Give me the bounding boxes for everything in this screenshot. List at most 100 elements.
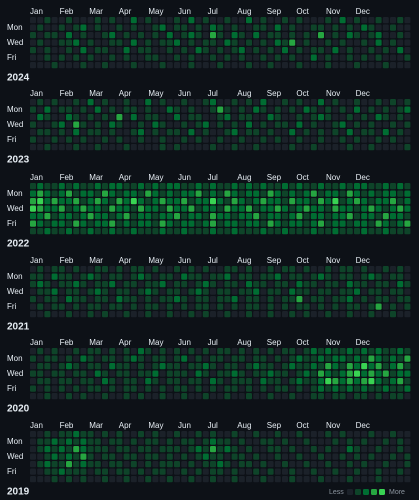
contribution-day [361,220,368,227]
contribution-day [289,311,296,318]
month-label: Apr [119,338,132,347]
contribution-day [310,47,317,54]
contribution-day [339,144,346,151]
contribution-day [303,54,310,61]
contribution-day [188,461,195,468]
contribution-day [51,136,58,143]
contribution-day [87,183,94,190]
contribution-day [404,446,411,453]
contribution-day [202,476,209,483]
contribution-day [152,183,159,190]
contribution-day [332,54,339,61]
contribution-day [310,355,317,362]
month-label: Mar [89,89,103,98]
contribution-day [174,468,180,475]
contribution-day [375,273,382,280]
contribution-day [202,370,209,377]
contribution-day [274,438,281,445]
contribution-day [303,378,310,385]
contribution-day [181,431,188,438]
contribution-day [246,190,252,197]
contribution-day [253,453,260,460]
contribution-day [375,453,382,460]
contribution-day [188,281,195,288]
contribution-day [181,453,188,460]
contribution-day [375,303,382,310]
contribution-day [130,205,137,212]
contribution-day [102,363,108,370]
contribution-day [217,121,224,128]
contribution-day [58,393,65,400]
contribution-day [51,363,58,370]
contribution-day [361,363,368,370]
contribution-day [354,54,360,61]
month-label: Jun [178,7,191,16]
contribution-day [123,311,130,318]
contribution-day [224,213,231,220]
contribution-day [397,144,404,151]
contribution-day [188,476,195,483]
contribution-day [390,461,396,468]
contribution-day [310,273,317,280]
contribution-day [325,17,332,24]
contribution-day [66,273,72,280]
contribution-day [368,303,375,310]
contribution-day [339,266,346,273]
contribution-day [94,54,101,61]
contribution-day [174,198,180,205]
contribution-day [37,468,44,475]
contribution-day [66,213,72,220]
contribution-day [397,213,404,220]
contribution-day [44,32,51,39]
month-label: Apr [119,256,132,265]
contribution-day [80,281,87,288]
contribution-day [87,213,94,220]
contribution-day [274,281,281,288]
contribution-day [44,17,51,24]
contribution-day [145,393,152,400]
contribution-day [195,266,202,273]
contribution-day [267,47,274,54]
contribution-day [181,205,188,212]
contribution-day [123,370,130,377]
contribution-day [325,288,332,295]
contribution-day [152,438,159,445]
contribution-day [58,370,65,377]
contribution-day [217,438,224,445]
contribution-day [138,370,144,377]
contribution-day [368,288,375,295]
contribution-day [253,438,260,445]
contribution-day [145,281,152,288]
contribution-day [274,476,281,483]
month-label: Oct [296,173,309,182]
contribution-day [37,370,44,377]
contribution-day [397,431,404,438]
contribution-day [44,121,51,128]
contribution-day [166,17,173,24]
contribution-day [44,62,51,69]
contribution-day [109,311,116,318]
contribution-day [80,190,87,197]
contribution-day [130,303,137,310]
contribution-day [202,213,209,220]
contribution-day [94,438,101,445]
contribution-day [145,228,152,235]
contribution-day [73,348,80,355]
contribution-day [66,183,72,190]
contribution-day [87,348,94,355]
contribution-day [159,438,166,445]
contribution-day [224,311,231,318]
contribution-day [224,39,231,46]
contribution-day [274,228,281,235]
contribution-day [58,17,65,24]
contribution-day [332,32,339,39]
year-heading: 2023 [7,155,30,166]
weekday-label: Mon [7,189,23,198]
contribution-day [217,385,224,392]
contribution-day [130,136,137,143]
contribution-day [289,348,296,355]
contribution-day [224,288,231,295]
contribution-day [231,431,238,438]
contribution-day [390,431,396,438]
month-label: Feb [60,256,74,265]
